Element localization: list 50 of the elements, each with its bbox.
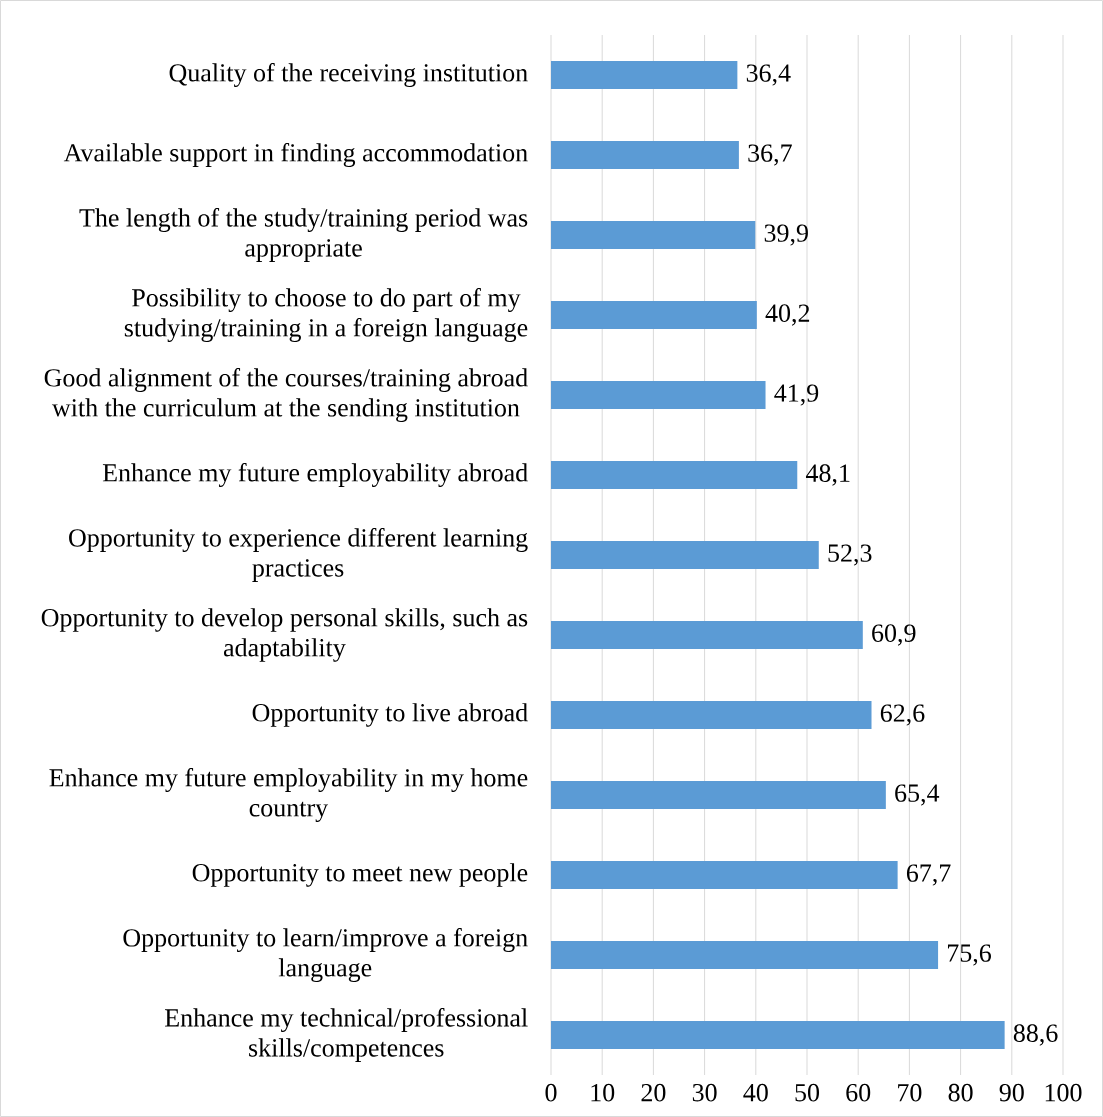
y-tick-label: Possibility to choose to do part of my studying/training in a foreign language [124,288,528,342]
data-label: 65,4 [895,784,940,806]
data-label: 40,2 [765,304,810,326]
x-tick-label: 20 [641,1083,666,1102]
y-tick-label: Available support in finding accommodation [63,143,528,167]
y-tick-label: Opportunity to live abroad [252,703,528,727]
x-tick-label: 90 [999,1083,1024,1102]
x-tick-label: 50 [795,1083,820,1102]
y-tick-label: The length of the study/training period was appropriate [79,208,528,262]
y-tick-label: Opportunity to learn/improve a foreign language [123,928,528,982]
x-tick-label: 70 [898,1083,922,1102]
data-label: 48,1 [805,464,850,486]
y-tick-label: Enhance my future employability in my home country [49,768,528,822]
bar [551,781,886,810]
data-label: 75,6 [947,944,991,966]
y-tick-label: Opportunity to meet new people [192,863,528,887]
bar [551,861,898,890]
x-tick-label: 60 [846,1083,871,1102]
x-tick-label: 100 [1045,1083,1082,1102]
y-tick-label: Enhance my future employability abroad [102,463,528,487]
y-tick-label: Opportunity to develop personal skills, such as adaptability [41,608,528,662]
bar [551,621,863,650]
bar [551,541,819,569]
data-label: 36,4 [746,64,791,86]
x-tick-label: 30 [692,1083,717,1102]
x-tick-label: 10 [591,1083,615,1102]
data-label: 60,9 [872,624,916,646]
data-label: 67,7 [906,864,951,886]
x-tick-label: 80 [948,1083,973,1102]
data-label: 41,9 [774,384,819,406]
x-tick-label: 0 [545,1083,557,1102]
bar [551,381,766,410]
x-tick-label: 40 [743,1083,768,1102]
bar [551,301,757,330]
bar [551,941,939,970]
bar [551,61,738,90]
bar [551,1021,1005,1050]
data-label: 88,6 [1013,1024,1058,1046]
bar [551,141,739,170]
y-tick-label: Quality of the receiving institution [169,63,528,87]
y-tick-label: Opportunity to experience different learning practices [69,528,528,582]
bar [551,701,872,730]
bar [551,461,798,490]
data-label: 52,3 [828,544,872,566]
y-tick-label: Good alignment of the courses/training abroad with the curriculum at the sending institution [44,368,528,422]
data-label: 39,9 [764,224,808,246]
data-label: 62,6 [880,704,925,726]
data-label: 36,7 [748,144,792,166]
y-tick-label: Enhance my technical/professional skills/competences [165,1008,528,1062]
bar [551,221,756,250]
